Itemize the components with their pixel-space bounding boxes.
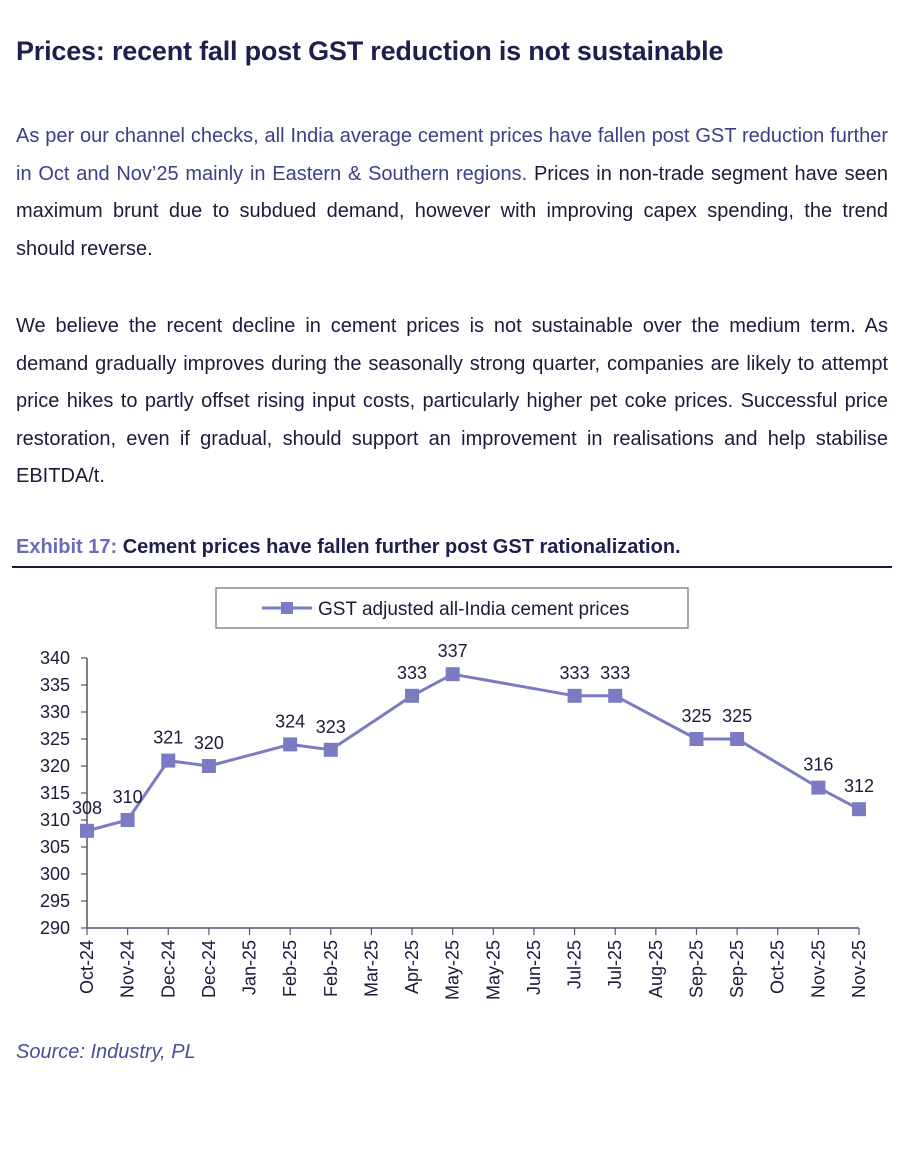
exhibit-caption: Cement prices have fallen further post G… [122,536,681,558]
data-point-marker [689,732,704,746]
paragraph-channel-checks-lead: As per our channel checks, all India ave… [16,125,888,185]
exhibit-divider [12,566,892,568]
data-label: 323 [316,717,346,737]
y-tick-label: 330 [40,702,70,722]
data-label: 310 [113,787,143,807]
x-tick-label: Jun-25 [524,940,544,995]
paragraph-outlook: We believe the recent decline in cement … [16,315,888,487]
exhibit-number: Exhibit 17: [16,536,118,558]
data-point-marker [567,688,582,703]
x-tick-label: Sep-25 [686,940,706,998]
data-label: 337 [438,641,468,661]
x-tick-label: Aug-25 [646,940,666,998]
data-point-marker [730,732,745,746]
data-label: 316 [803,755,833,775]
data-point-marker [405,688,420,703]
x-tick-label: Jul-25 [565,940,585,989]
data-label: 333 [560,663,590,683]
data-point-marker [445,667,460,682]
y-tick-label: 300 [40,864,70,884]
data-point-marker [201,759,216,773]
legend-marker-swatch [281,602,293,614]
y-tick-label: 325 [40,729,70,749]
data-label: 333 [600,663,630,683]
data-label: 320 [194,733,224,753]
x-tick-label: May-25 [483,940,503,1000]
x-tick-label: Jul-25 [605,940,625,989]
data-point-marker [852,802,866,817]
x-tick-label: Nov-25 [808,940,828,998]
x-tick-label: Oct-24 [77,940,97,994]
data-point-marker [811,780,826,795]
data-label: 325 [722,706,752,726]
data-label: 308 [72,798,102,818]
data-label: 324 [275,711,305,731]
data-point-marker [323,742,338,757]
data-point-marker [120,813,135,827]
data-label: 325 [681,706,711,726]
x-tick-label: Nov-24 [118,940,138,998]
x-tick-label: Dec-24 [158,940,178,998]
section-heading: Prices: recent fall post GST reduction i… [16,36,724,66]
x-tick-label: Apr-25 [402,940,422,994]
y-tick-label: 315 [40,783,70,803]
y-tick-label: 290 [40,918,70,938]
source-note: Source: Industry, PL [16,1041,196,1063]
x-tick-label: Feb-25 [321,940,341,997]
legend-label: GST adjusted all-India cement prices [318,599,629,620]
y-tick-label: 320 [40,756,70,776]
data-point-marker [80,823,94,838]
exhibit-title: Exhibit 17: Cement prices have fallen fu… [16,536,681,559]
x-tick-label: Feb-25 [280,940,300,997]
x-tick-label: Dec-24 [199,940,219,998]
data-point-marker [608,688,623,703]
y-tick-label: 305 [40,837,70,857]
x-tick-label: Sep-25 [727,940,747,998]
paragraph-channel-checks: As per our channel checks, all India ave… [16,118,888,268]
x-tick-label: Jan-25 [240,940,260,995]
y-tick-label: 335 [40,675,70,695]
x-tick-label: Mar-25 [361,940,381,997]
y-tick-label: 310 [40,810,70,830]
data-point-marker [161,753,176,768]
x-tick-label: Oct-25 [768,940,788,994]
data-label: 333 [397,663,427,683]
y-tick-label: 295 [40,891,70,911]
x-tick-label: May-25 [443,940,463,1000]
cement-price-line-chart: GST adjusted all-India cement prices 290 2… [40,587,874,1000]
data-label: 312 [844,776,874,796]
paragraph-channel-checks-rest: Prices in non-trade segment have seen ma… [16,162,888,260]
x-tick-label: Nov-25 [849,940,869,998]
y-tick-label: 340 [40,648,70,668]
data-point-marker [283,737,298,752]
data-label: 321 [153,728,183,748]
